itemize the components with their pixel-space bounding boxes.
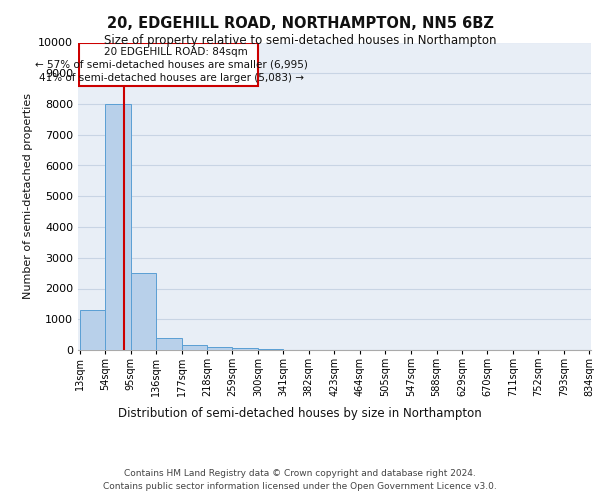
Text: Contains public sector information licensed under the Open Government Licence v3: Contains public sector information licen… xyxy=(103,482,497,491)
Bar xyxy=(156,338,182,350)
Text: Size of property relative to semi-detached houses in Northampton: Size of property relative to semi-detach… xyxy=(104,34,496,47)
Text: Contains HM Land Registry data © Crown copyright and database right 2024.: Contains HM Land Registry data © Crown c… xyxy=(124,469,476,478)
Bar xyxy=(131,273,156,350)
Bar xyxy=(232,348,258,350)
Text: Distribution of semi-detached houses by size in Northampton: Distribution of semi-detached houses by … xyxy=(118,408,482,420)
Bar xyxy=(207,347,232,350)
Y-axis label: Number of semi-detached properties: Number of semi-detached properties xyxy=(23,93,32,299)
Bar xyxy=(79,43,258,86)
Text: 20, EDGEHILL ROAD, NORTHAMPTON, NN5 6BZ: 20, EDGEHILL ROAD, NORTHAMPTON, NN5 6BZ xyxy=(107,16,493,31)
Text: 20 EDGEHILL ROAD: 84sqm: 20 EDGEHILL ROAD: 84sqm xyxy=(104,46,248,56)
Bar xyxy=(105,104,131,350)
Text: 41% of semi-detached houses are larger (5,083) →: 41% of semi-detached houses are larger (… xyxy=(38,72,304,83)
Text: ← 57% of semi-detached houses are smaller (6,995): ← 57% of semi-detached houses are smalle… xyxy=(35,60,307,70)
Bar xyxy=(80,310,105,350)
Bar xyxy=(182,346,207,350)
